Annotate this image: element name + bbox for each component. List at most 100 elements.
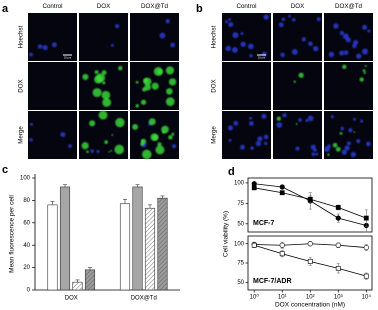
nucleus	[115, 24, 120, 29]
nucleus	[263, 134, 269, 140]
nucleus	[333, 23, 339, 29]
drug-signal	[165, 66, 175, 75]
nucleus	[29, 52, 33, 57]
marker	[363, 215, 369, 221]
micrograph	[130, 111, 179, 160]
column-header: Control	[43, 3, 63, 10]
column-header: DOX	[291, 3, 304, 10]
nucleus	[339, 30, 345, 36]
nucleus	[356, 53, 362, 59]
nucleus	[362, 24, 368, 30]
drug-signal	[102, 81, 106, 85]
error-bar	[160, 195, 165, 199]
row-header: Merge	[18, 126, 25, 144]
nucleus	[159, 32, 166, 39]
marker	[279, 184, 285, 190]
image-background	[222, 62, 271, 110]
drug-signal	[168, 78, 177, 86]
marker	[251, 185, 257, 191]
nucleus	[171, 144, 177, 149]
nucleus	[342, 33, 349, 40]
drug-signal	[295, 123, 298, 125]
panel-label: d	[228, 166, 235, 178]
nucleus	[367, 29, 371, 33]
nucleus	[225, 20, 229, 24]
drug-signal	[332, 142, 338, 148]
micrograph	[79, 62, 128, 110]
column-header: Control	[237, 3, 257, 10]
nucleus	[291, 48, 298, 55]
nucleus	[343, 50, 349, 55]
micrograph	[324, 62, 373, 110]
y-tick-label: 50	[237, 280, 244, 286]
micrograph	[222, 111, 271, 159]
nucleus	[288, 14, 291, 18]
y-axis-label: Mean fluorescence per cell	[9, 195, 16, 273]
drug-signal	[108, 151, 110, 153]
image-background	[273, 13, 322, 61]
drug-signal	[364, 64, 367, 68]
panel-label: c	[2, 164, 8, 176]
x-tick-label: 10²	[306, 295, 315, 301]
nucleus	[257, 136, 263, 142]
drug-signal	[335, 146, 341, 152]
nucleus	[311, 152, 316, 157]
nucleus	[248, 43, 254, 50]
bar-hatch	[157, 198, 168, 290]
drug-signal	[92, 88, 102, 98]
nucleus	[250, 146, 254, 150]
drug-signal	[110, 149, 113, 152]
nucleus	[110, 43, 114, 47]
micrograph	[79, 110, 128, 159]
bar	[132, 186, 143, 291]
drug-signal	[96, 73, 106, 83]
marker	[363, 273, 369, 279]
y-tick-label: 40	[23, 243, 30, 249]
nucleus	[340, 126, 344, 131]
error-bar	[63, 184, 67, 187]
micrograph	[324, 13, 373, 61]
drug-signal	[153, 67, 163, 76]
x-tick-label: 10³	[334, 295, 343, 301]
nucleus	[341, 149, 347, 155]
drug-signal	[104, 140, 109, 145]
drug-signal	[98, 110, 108, 120]
row-header: Hoechst	[211, 25, 218, 48]
y-tick-label: 100	[20, 176, 31, 182]
column-header: DOX@Td	[141, 3, 168, 10]
nucleus	[51, 42, 57, 48]
drug-signal	[327, 153, 330, 156]
subplot-annotation: MCF-7	[253, 220, 274, 227]
nucleus	[232, 32, 239, 39]
drug-signal	[166, 88, 173, 95]
nucleus	[263, 14, 269, 20]
nucleus	[249, 116, 253, 120]
error-bar	[135, 184, 140, 187]
drug-signal	[141, 138, 147, 144]
nucleus	[346, 141, 351, 146]
drug-signal	[148, 118, 156, 126]
image-background	[273, 62, 322, 110]
nucleus	[240, 31, 244, 35]
marker	[335, 242, 341, 248]
nucleus	[231, 46, 238, 53]
nucleus	[339, 50, 345, 56]
drug-signal	[161, 125, 169, 134]
micrograph	[28, 62, 77, 110]
marker	[307, 259, 313, 264]
y-tick-label: 100	[234, 241, 245, 247]
nucleus	[350, 151, 357, 158]
image-background	[324, 111, 373, 159]
micrograph	[222, 13, 271, 61]
marker	[279, 251, 285, 257]
y-tick-label: 75	[237, 261, 244, 267]
error-bar	[123, 198, 127, 204]
image-background	[28, 13, 77, 61]
micrograph	[273, 111, 322, 159]
error-bar	[148, 204, 152, 209]
bar-hatch	[145, 208, 155, 290]
marker	[251, 242, 257, 248]
nucleus	[328, 51, 335, 58]
